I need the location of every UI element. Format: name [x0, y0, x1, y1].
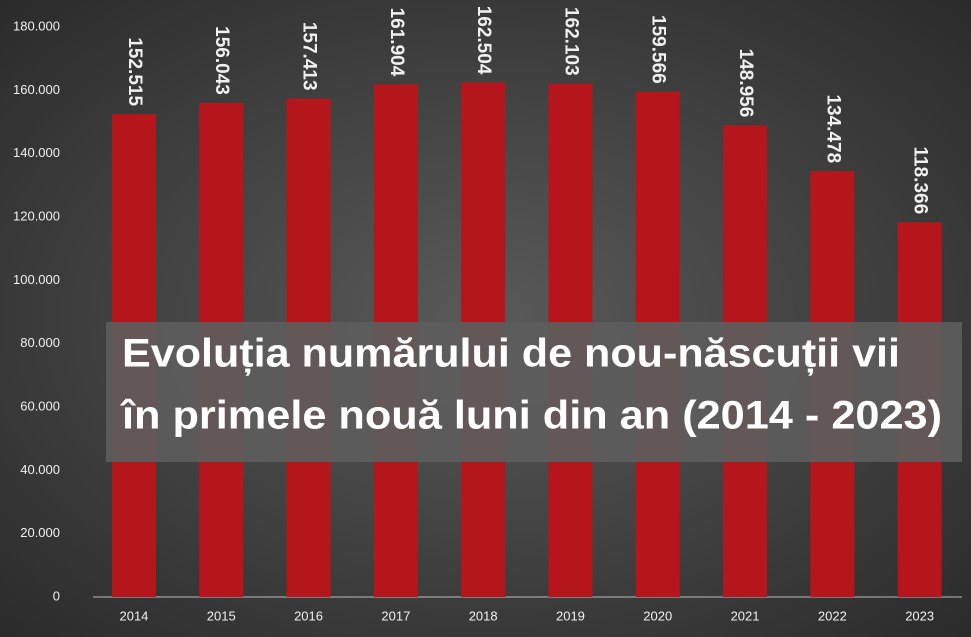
- chart-title: în primele nouă luni din an (2014 - 2023…: [120, 394, 942, 438]
- value-label: 162.103: [560, 7, 581, 76]
- x-tick-label: 2021: [731, 608, 760, 623]
- y-tick-label: 100.000: [13, 272, 60, 287]
- value-label: 118.366: [910, 147, 931, 215]
- y-tick-label: 180.000: [13, 18, 60, 33]
- y-tick-label: 80.000: [20, 335, 60, 350]
- value-label: 162.504: [473, 6, 494, 75]
- x-tick-label: 2015: [207, 608, 236, 623]
- y-tick-label: 0: [53, 588, 60, 603]
- value-label: 134.478: [822, 94, 843, 163]
- x-tick-label: 2022: [818, 608, 847, 623]
- value-label: 148.956: [735, 49, 756, 118]
- value-label: 152.515: [124, 37, 145, 106]
- x-tick-label: 2016: [294, 608, 323, 623]
- x-tick-label: 2018: [469, 608, 498, 623]
- value-label: 156.043: [211, 26, 232, 95]
- x-tick-label: 2020: [643, 608, 672, 623]
- y-tick-label: 140.000: [13, 145, 60, 160]
- x-tick-label: 2023: [905, 608, 934, 623]
- y-tick-label: 60.000: [20, 398, 60, 413]
- value-label: 159.566: [648, 15, 669, 84]
- chart-title: Evoluția numărului de nou-născuții vii: [122, 332, 900, 376]
- x-tick-label: 2014: [119, 608, 148, 623]
- y-tick-label: 120.000: [13, 208, 60, 223]
- y-tick-label: 160.000: [13, 82, 60, 97]
- value-label: 161.904: [386, 8, 407, 77]
- y-tick-label: 40.000: [20, 462, 60, 477]
- y-tick-label: 20.000: [20, 525, 60, 540]
- x-tick-label: 2019: [556, 608, 585, 623]
- title-box: [106, 322, 962, 462]
- value-label: 157.413: [299, 22, 320, 91]
- x-tick-label: 2017: [381, 608, 410, 623]
